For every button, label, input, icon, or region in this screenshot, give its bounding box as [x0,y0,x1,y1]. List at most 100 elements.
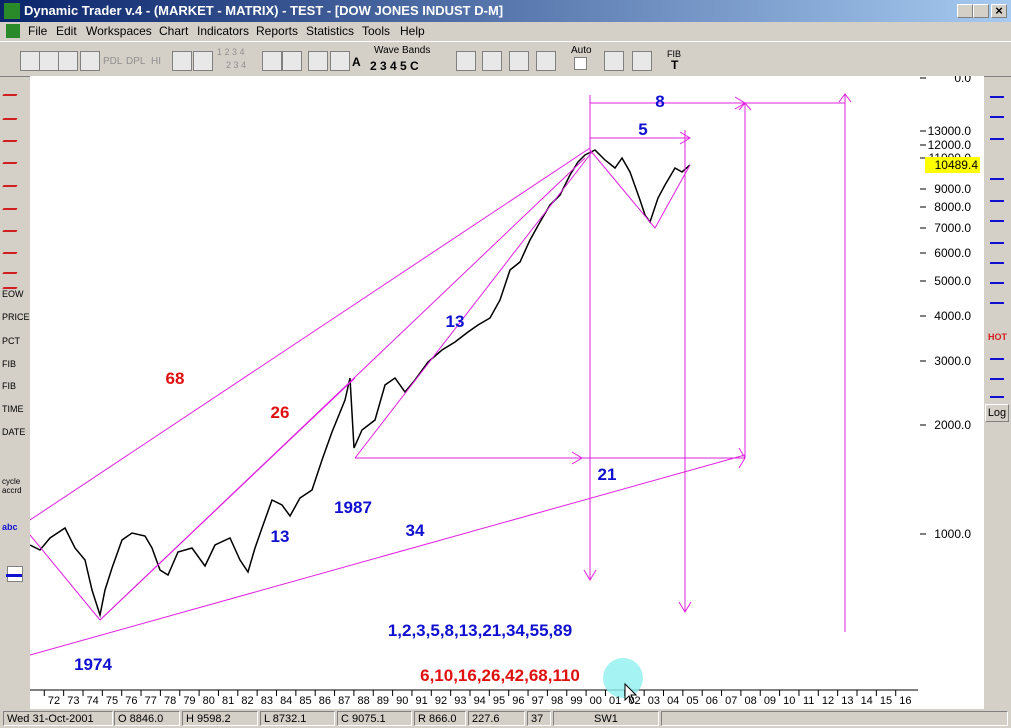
tool-icon[interactable] [990,346,1004,360]
toolbar-button[interactable] [330,51,350,71]
x-tick-label: 98 [551,695,563,707]
tool-icon[interactable] [2,126,26,142]
toolbar-label[interactable]: HI [151,56,161,67]
toolbar-button[interactable] [509,51,529,71]
menu-item[interactable]: Workspaces [86,24,152,38]
y-tick-label: 0.0 [954,76,971,85]
menu-item[interactable]: Chart [159,24,189,38]
menu-item[interactable]: Help [400,24,425,38]
x-tick-label: 80 [203,695,215,707]
tool-label[interactable]: PRICE [2,312,30,322]
tool-icon[interactable] [990,230,1004,244]
toolbar-button[interactable] [456,51,476,71]
y-tick-label: 12000.0 [928,138,972,152]
tool-label[interactable]: PCT [2,336,20,346]
tool-icon[interactable] [2,104,26,120]
tool-icon[interactable] [2,80,26,96]
tool-label[interactable]: FIB [2,359,17,369]
toolbar-label[interactable]: A [352,55,361,69]
toolbar-button[interactable] [308,51,328,71]
toolbar-button[interactable] [262,51,282,71]
menu-item[interactable]: Tools [362,24,391,38]
toolbar-button[interactable] [482,51,502,71]
tool-icon[interactable] [990,270,1004,284]
maximize-button[interactable] [973,4,989,18]
toolbar-button[interactable] [632,51,652,71]
x-tick-label: 72 [48,695,60,707]
x-tick-label: 01 [609,695,621,707]
x-tick-label: 89 [377,695,389,707]
x-tick-label: 16 [899,695,911,707]
x-tick-label: 78 [164,695,176,707]
price-bars [29,149,691,618]
menu-item[interactable]: Indicators [197,24,250,38]
toolbar-button[interactable] [58,51,78,71]
toolbar-button[interactable] [193,51,213,71]
right-toolbar: HOT Log [984,76,1011,709]
tool-label[interactable]: HOT [988,332,1007,342]
toolbar-button[interactable] [536,51,556,71]
tool-icon[interactable] [990,104,1004,118]
close-button[interactable]: × [991,4,1007,18]
toolbar-button[interactable] [80,51,100,71]
tool-label[interactable]: abc [2,522,18,532]
toolbar-label[interactable]: DPL [126,56,146,67]
toolbar-label[interactable]: T [671,58,679,72]
x-tick-label: 79 [183,695,195,707]
tool-icon[interactable] [2,216,26,232]
toolbar-label[interactable]: Wave Bands [374,45,431,56]
tool-icon[interactable] [990,84,1004,98]
price-chart: 0.013000.012000.011000.09000.08000.07000… [29,71,980,707]
toolbar-button[interactable] [172,51,192,71]
x-tick-label: 93 [454,695,466,707]
tool-icon[interactable] [2,171,26,187]
tool-icon[interactable] [2,194,26,210]
x-tick-label: 09 [764,695,776,707]
toolbar-label[interactable]: PDL [103,56,123,67]
menu-item[interactable]: Reports [256,24,299,38]
tool-icon[interactable] [990,290,1004,304]
x-tick-label: 75 [106,695,118,707]
tool-label[interactable]: FIB [2,381,17,391]
app-icon [4,3,20,19]
toolbar-button[interactable] [282,51,302,71]
toolbar-button[interactable] [20,51,40,71]
tool-icon[interactable] [990,384,1004,398]
toolbar-label[interactable]: 2 3 4 [226,60,247,70]
tool-icon[interactable] [2,148,26,164]
tool-icon[interactable] [990,188,1004,202]
tool-button[interactable]: Log [985,404,1009,422]
tool-icon[interactable] [6,574,22,577]
annotation: 13 [271,527,290,546]
toolbar-label[interactable]: 2 3 4 5 C [370,59,419,73]
x-tick-label: 05 [686,695,698,707]
y-tick-label: 13000.0 [928,124,972,138]
toolbar-label[interactable]: FIB [667,49,682,59]
menu-item[interactable]: File [28,24,48,38]
tool-icon[interactable] [990,366,1004,380]
menu-item[interactable]: Edit [56,24,77,38]
tool-label[interactable]: TIME [2,404,24,414]
tool-icon[interactable] [990,250,1004,264]
tool-icon[interactable] [2,273,26,289]
toolbar-label[interactable]: 1 2 3 4 [217,47,245,57]
tool-label[interactable]: DATE [2,427,26,437]
checkbox[interactable] [574,57,587,70]
tool-icon[interactable] [2,238,26,254]
menu-item[interactable]: Statistics [306,24,355,38]
minimize-button[interactable] [957,4,973,18]
trend-line [99,157,586,621]
tool-icon[interactable] [2,258,26,274]
last-price: 10489.4 [935,158,979,172]
tool-icon[interactable] [990,208,1004,222]
tool-label[interactable]: EOW [2,289,24,299]
x-tick-label: 73 [67,695,79,707]
toolbar-button[interactable] [604,51,624,71]
tool-icon[interactable] [990,166,1004,180]
toolbar-button[interactable] [39,51,59,71]
tool-icon[interactable] [990,126,1004,140]
toolbar-label[interactable]: Auto [571,45,592,56]
x-tick-label: 92 [435,695,447,707]
x-tick-label: 14 [861,695,873,707]
tool-label[interactable]: cycle accrd [2,477,22,495]
